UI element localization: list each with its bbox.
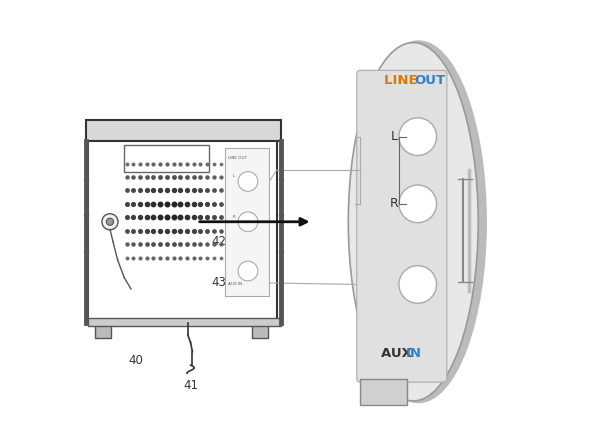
Circle shape <box>102 214 118 230</box>
Ellipse shape <box>348 43 478 401</box>
Text: R: R <box>232 215 236 219</box>
Text: LINE OUT: LINE OUT <box>228 156 247 159</box>
Bar <box>124 145 209 172</box>
FancyBboxPatch shape <box>225 148 269 296</box>
Text: AUX: AUX <box>381 347 416 361</box>
Bar <box>86 120 281 141</box>
Circle shape <box>399 185 436 223</box>
Bar <box>95 323 111 338</box>
Text: 42: 42 <box>211 235 226 249</box>
Bar <box>361 379 407 405</box>
Text: 40: 40 <box>128 354 143 367</box>
Text: AUX IN: AUX IN <box>228 283 242 286</box>
Bar <box>89 318 281 326</box>
Text: 41: 41 <box>183 379 198 392</box>
Circle shape <box>238 212 258 232</box>
Circle shape <box>399 118 436 155</box>
Text: L: L <box>391 130 398 143</box>
Text: R: R <box>390 197 399 211</box>
Bar <box>89 134 277 323</box>
Circle shape <box>238 261 258 281</box>
Text: L: L <box>232 174 235 177</box>
Text: LINE: LINE <box>384 74 422 87</box>
Ellipse shape <box>350 40 487 403</box>
Text: IN: IN <box>405 347 422 361</box>
Circle shape <box>238 172 258 191</box>
Circle shape <box>399 266 436 303</box>
Text: 43: 43 <box>212 276 226 289</box>
FancyBboxPatch shape <box>357 70 447 382</box>
Bar <box>252 323 268 338</box>
Text: OUT: OUT <box>415 74 446 87</box>
Circle shape <box>106 218 114 225</box>
